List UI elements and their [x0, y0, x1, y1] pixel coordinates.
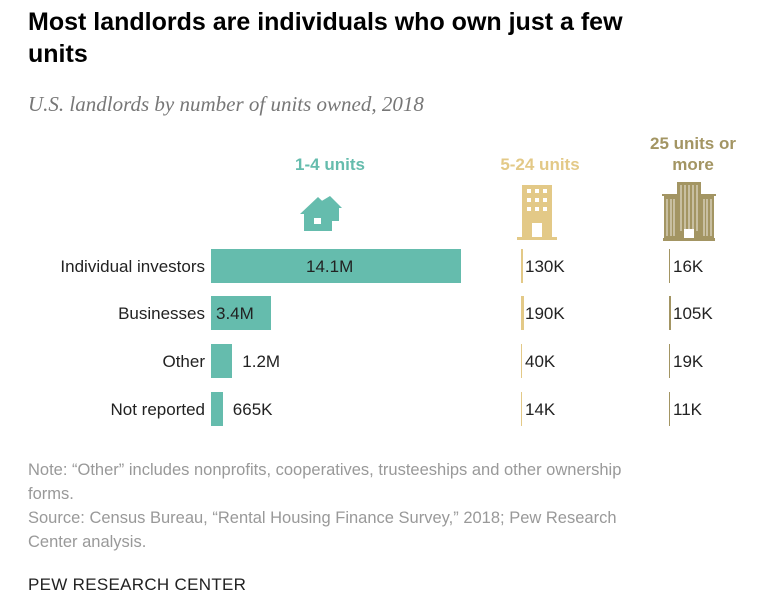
bar-1-4-units	[211, 392, 223, 426]
column-header-5-24: 5-24 units	[500, 155, 580, 174]
tick-2	[669, 344, 670, 378]
row-label: Other	[162, 352, 205, 371]
value-label-1-4-units: 3.4M	[216, 304, 254, 323]
tick-1	[521, 296, 524, 330]
tick-1	[521, 344, 522, 378]
chart-title: Most landlords are individuals who own j…	[28, 8, 623, 68]
value-label-series-1: 130K	[525, 257, 565, 276]
tick-2	[669, 392, 670, 426]
brand-logo: PEW RESEARCH CENTER	[28, 575, 247, 594]
tick-2	[669, 296, 671, 330]
bar-1-4-units	[211, 296, 272, 330]
value-label-series-2: 19K	[673, 352, 704, 371]
value-label-series-2: 11K	[673, 400, 702, 419]
tick-2	[669, 249, 670, 283]
row-label: Individual investors	[60, 257, 205, 276]
value-label-series-2: 105K	[673, 304, 713, 323]
tower-buildings-icon	[662, 182, 716, 241]
source-text: Source: Census Bureau, “Rental Housing F…	[28, 509, 617, 551]
value-label-series-1: 14K	[525, 400, 556, 419]
value-label-series-1: 190K	[525, 304, 565, 323]
value-label-1-4-units: 14.1M	[306, 257, 354, 276]
value-label-1-4-units: 1.2M	[242, 352, 281, 371]
note-text: Note: “Other” includes nonprofits, coope…	[28, 461, 622, 503]
column-header-1-4: 1-4 units	[295, 155, 365, 174]
chart-subtitle: U.S. landlords by number of units owned,…	[28, 92, 424, 116]
value-label-1-4-units: 665K	[232, 400, 273, 419]
building-icon	[517, 185, 557, 240]
row-label: Not reported	[110, 400, 206, 419]
tick-1	[521, 392, 522, 426]
chart-note: Note: “Other” includes nonprofits, coope…	[28, 458, 668, 554]
tick-1	[521, 249, 524, 283]
column-header-25-plus: 25 units or more	[650, 134, 736, 174]
row-label: Businesses	[118, 304, 205, 323]
value-label-series-2: 16K	[673, 257, 704, 276]
bar-1-4-units	[211, 249, 461, 283]
bar-1-4-units	[211, 344, 233, 378]
value-label-series-1: 40K	[525, 352, 556, 371]
houses-icon	[300, 196, 342, 231]
